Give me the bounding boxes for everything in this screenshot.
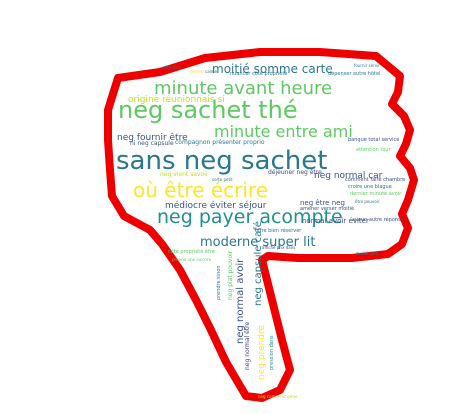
- word-offre-bien: offre bien: [162, 65, 182, 70]
- word-neg-fournir-etre: neg fournir être: [117, 133, 188, 143]
- word-nuancer-cote-propriete: nuancer côté propriété: [230, 71, 288, 77]
- word-minute-avant-heure: minute avant heure: [154, 78, 333, 99]
- word-ni-neg-capsule: ni neg capsule: [130, 140, 174, 147]
- word-etre-pouvoir: être pouvoir: [355, 199, 380, 204]
- word-calme: calme: [205, 69, 218, 74]
- word-neg-prendre: neg prendre: [257, 324, 267, 380]
- word-comment-faire-chambre: comment faire chambre: [345, 177, 406, 183]
- word-prendre-sinon: prendre sinon: [216, 265, 222, 300]
- word-aucun-autre-reponse: aucun autre réponse: [352, 217, 404, 223]
- word-cote-propriete-etre: côté propriété être: [168, 249, 215, 255]
- word-compagnon-presenter-proprio: compagnon présenter proprio: [175, 139, 265, 146]
- word-neg-etre-neg: neg être neg: [300, 199, 345, 207]
- word-affiche-prix-dans: affiché prix dans: [262, 245, 296, 250]
- word-neg-normal-car: neg normal car: [314, 171, 383, 181]
- word-pression-dans: pression dans: [269, 335, 275, 370]
- word-neg-normal-etre: neg normal être: [244, 321, 251, 370]
- word-mediocre-eviter-sejour: médiocre éviter séjour: [165, 201, 267, 211]
- word-dejeuner-neg-etre: déjeuner neg être: [268, 169, 322, 176]
- word-dernier-minute-avoir: dernier minute avoir: [350, 191, 402, 197]
- word-neg-vient-savoir: neg vient savoir: [160, 171, 209, 178]
- word-attention-tour: attention tour: [356, 147, 391, 153]
- word-offre-bien-reserver: offre bien réserver: [255, 228, 302, 234]
- word-fournir-servir: fournir servir: [354, 63, 380, 68]
- thumbs-down-icon: [104, 48, 418, 402]
- word-croire-une-blague: croire une blague: [348, 184, 392, 190]
- word-sans-neg-sachet: sans neg sachet: [116, 146, 328, 176]
- word-dernier: dernier: [190, 69, 205, 74]
- word-origine-reunionnais-si: origine réunionnais si: [128, 95, 225, 105]
- word-minute-entre-ami: minute entre ami: [214, 122, 353, 141]
- word-moderne-super-lit: moderne super lit: [200, 235, 316, 250]
- word-depenser-autre-hotel: dépenser autre hôtel: [328, 71, 381, 77]
- word-normal-avoir-eviter: normal avoir éviter: [302, 217, 369, 225]
- word-moitie-etre: moitié être: [356, 251, 378, 256]
- word-moitie-somme-carte: moitié somme carte: [212, 62, 333, 76]
- word-banque-total-service: banque total service: [348, 137, 400, 143]
- word-neg-comment-gerer: neg comment gérer: [258, 394, 298, 399]
- word-ou-etre-ecrire: où être écrire: [133, 178, 269, 202]
- word-amener-verser-moitie: amener verser moitié: [300, 206, 355, 212]
- word-proprio-une-inscrire: proprio une inscrire: [172, 257, 212, 262]
- word-neg-payer-acompte: neg payer acompte: [157, 206, 343, 228]
- word-neg-plat-pouvoir: neg plat pouvoir: [227, 250, 234, 300]
- word-neg-sachet-the: neg sachet thé: [118, 96, 298, 124]
- word-sorte-petit: sorte petit: [212, 177, 233, 182]
